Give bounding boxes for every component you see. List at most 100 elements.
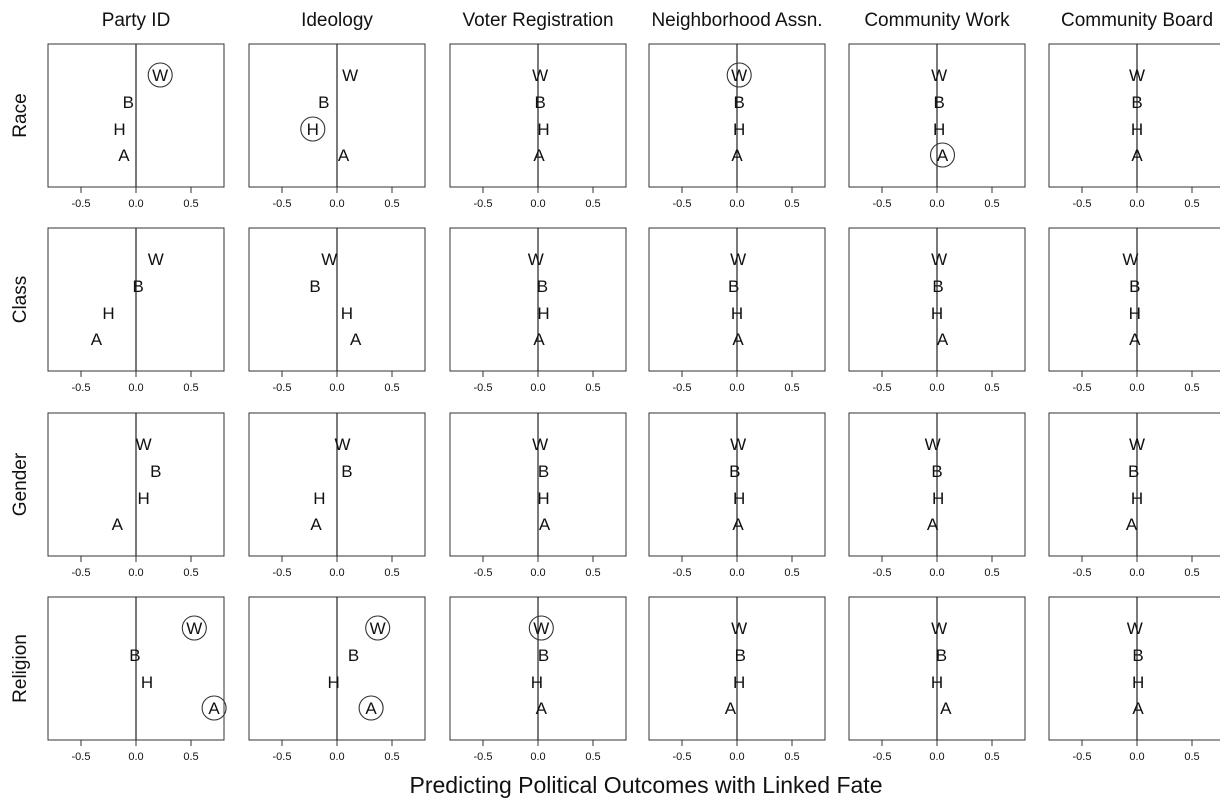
x-tick-label: 0.0 xyxy=(128,567,143,579)
point-b: B xyxy=(1128,462,1139,481)
x-tick-label: 0.0 xyxy=(729,751,744,763)
x-tick-label: 0.0 xyxy=(1129,567,1144,579)
point-a: A xyxy=(732,330,744,349)
x-tick-label: -0.5 xyxy=(273,382,292,394)
point-h: H xyxy=(931,673,943,692)
x-tick-label: -0.5 xyxy=(273,198,292,210)
x-tick-label: 0.0 xyxy=(929,567,944,579)
significance-circle xyxy=(528,615,554,641)
point-b: B xyxy=(348,646,359,665)
x-tick-label: 0.5 xyxy=(384,751,399,763)
point-b: B xyxy=(537,277,548,296)
x-tick-label: 0.0 xyxy=(929,382,944,394)
point-b: B xyxy=(1132,646,1143,665)
point-b: B xyxy=(936,646,947,665)
point-w: W xyxy=(342,66,358,85)
x-tick-label: -0.5 xyxy=(673,198,692,210)
point-b: B xyxy=(931,462,942,481)
x-tick-label: -0.5 xyxy=(72,751,91,763)
x-tick-label: 0.5 xyxy=(784,751,799,763)
point-a: A xyxy=(208,699,220,718)
column-title-party-id: Party ID xyxy=(102,10,171,31)
x-tick-label: -0.5 xyxy=(873,198,892,210)
x-tick-label: 0.5 xyxy=(984,198,999,210)
point-h: H xyxy=(537,304,549,323)
x-tick-label: -0.5 xyxy=(474,751,493,763)
x-tick-label: 0.5 xyxy=(1184,751,1199,763)
x-tick-label: 0.0 xyxy=(128,382,143,394)
point-h: H xyxy=(531,673,543,692)
point-a: A xyxy=(533,330,545,349)
point-h: H xyxy=(1129,304,1141,323)
x-tick-label: 0.5 xyxy=(384,198,399,210)
point-h: H xyxy=(733,120,745,139)
point-w: W xyxy=(334,435,350,454)
x-tick-label: 0.0 xyxy=(530,198,545,210)
point-a: A xyxy=(533,146,545,165)
significance-circle xyxy=(365,615,391,641)
panel-religion-party-id: -0.5 0.0 0.5 W BH A xyxy=(47,596,227,763)
x-tick-label: 0.5 xyxy=(585,198,600,210)
point-h: H xyxy=(933,120,945,139)
significance-circle xyxy=(300,116,326,142)
point-h: H xyxy=(1131,489,1143,508)
x-tick-label: -0.5 xyxy=(474,198,493,210)
point-b: B xyxy=(538,646,549,665)
point-a: A xyxy=(725,699,737,718)
point-a: A xyxy=(1126,515,1138,534)
column-title-neighborhood-assn: Neighborhood Assn. xyxy=(651,10,822,31)
point-w: W xyxy=(1129,435,1145,454)
x-tick-label: 0.5 xyxy=(984,382,999,394)
x-tick-label: -0.5 xyxy=(673,567,692,579)
point-w: W xyxy=(136,435,152,454)
significance-circle xyxy=(147,62,173,88)
point-h: H xyxy=(537,120,549,139)
point-h: H xyxy=(313,489,325,508)
x-tick-label: -0.5 xyxy=(673,751,692,763)
row-label-race: Race xyxy=(10,93,31,137)
x-tick-label: 0.5 xyxy=(384,567,399,579)
point-b: B xyxy=(318,93,329,112)
point-w: W xyxy=(730,435,746,454)
point-a: A xyxy=(732,515,744,534)
point-b: B xyxy=(538,462,549,481)
point-a: A xyxy=(350,330,362,349)
point-a: A xyxy=(539,515,551,534)
x-tick-label: 0.0 xyxy=(128,751,143,763)
x-tick-label: 0.0 xyxy=(530,382,545,394)
x-tick-label: -0.5 xyxy=(273,567,292,579)
x-tick-label: 0.5 xyxy=(183,567,198,579)
point-b: B xyxy=(1131,93,1142,112)
x-tick-label: 0.0 xyxy=(530,751,545,763)
x-tick-label: 0.5 xyxy=(784,198,799,210)
point-b: B xyxy=(341,462,352,481)
significance-circle xyxy=(201,695,227,721)
point-w: W xyxy=(528,250,544,269)
point-w: W xyxy=(731,619,747,638)
point-b: B xyxy=(728,277,739,296)
point-b: B xyxy=(123,93,134,112)
x-tick-label: 0.5 xyxy=(984,567,999,579)
point-w: W xyxy=(533,619,549,638)
point-h: H xyxy=(733,673,745,692)
point-a: A xyxy=(927,515,939,534)
point-a: A xyxy=(310,515,322,534)
x-tick-label: 0.0 xyxy=(1129,751,1144,763)
panel-religion-ideology: -0.5 0.0 0.5 WBH A xyxy=(248,596,426,763)
significance-circle xyxy=(358,695,384,721)
point-w: W xyxy=(532,435,548,454)
x-tick-label: 0.0 xyxy=(929,198,944,210)
point-b: B xyxy=(309,277,320,296)
